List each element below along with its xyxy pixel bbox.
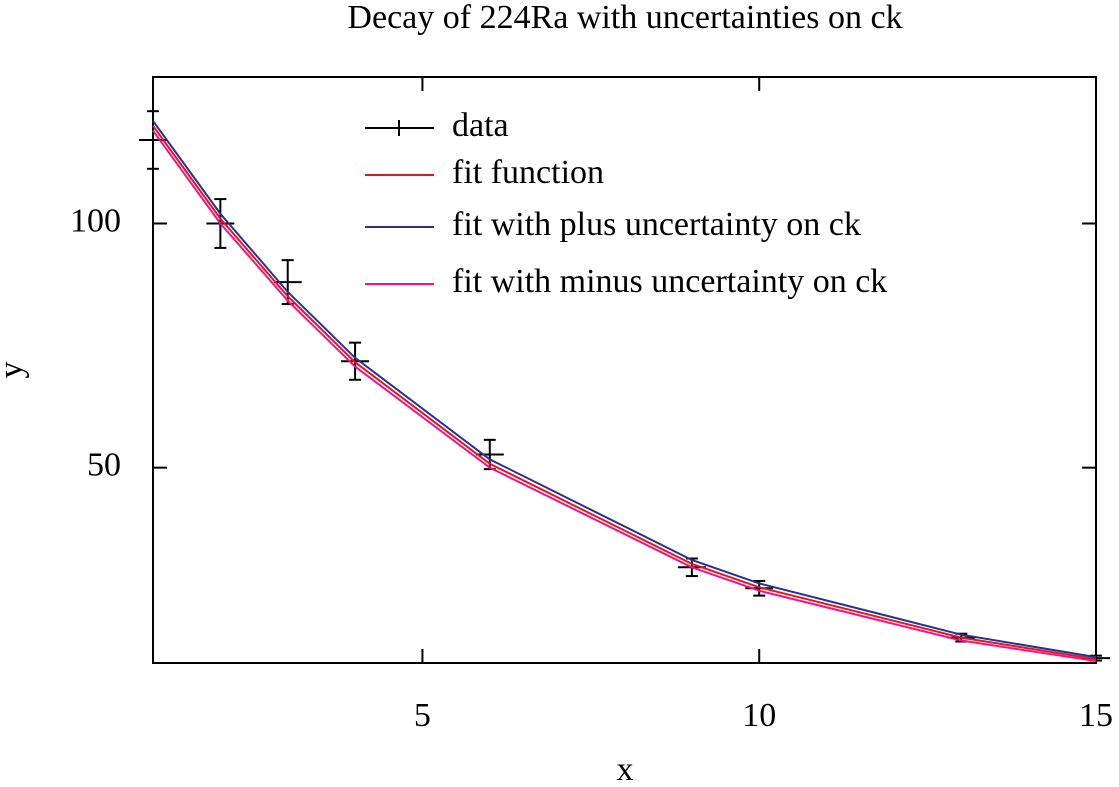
y-tick-label: 50 [87, 446, 121, 483]
legend-label: fit with minus uncertainty on ck [452, 263, 887, 300]
plot-frame [152, 76, 1097, 664]
y-tick-label: 100 [70, 202, 121, 239]
legend-label: fit function [452, 154, 604, 191]
legend-label: data [452, 107, 509, 144]
legend-label: fit with plus uncertainty on ck [452, 206, 861, 243]
y-axis-label: y [0, 362, 30, 379]
series-line [152, 120, 1097, 659]
chart-title: Decay of 224Ra with uncertainties on ck [347, 0, 902, 36]
x-tick-label: 10 [742, 697, 776, 734]
series-line [152, 130, 1097, 663]
x-axis-label: x [617, 751, 634, 787]
series-line [152, 125, 1097, 661]
x-tick-label: 5 [414, 697, 431, 734]
x-tick-label: 15 [1079, 697, 1113, 734]
